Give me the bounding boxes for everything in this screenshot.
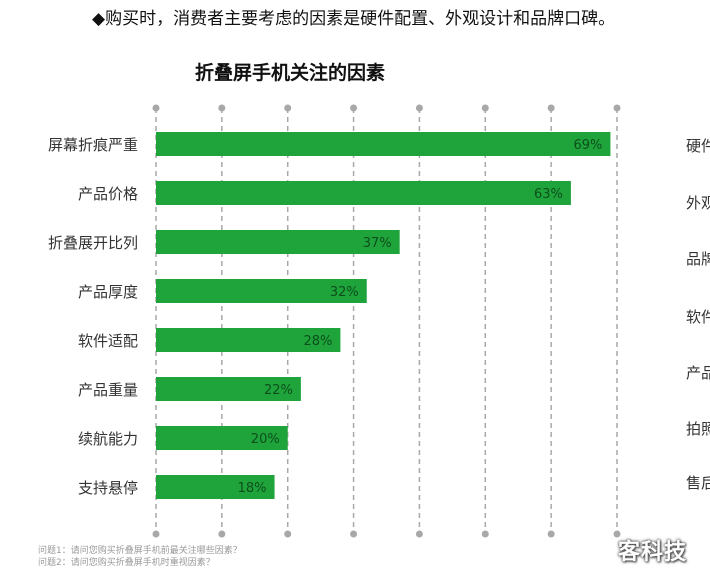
grid-dot	[218, 104, 226, 112]
grid-dot	[481, 530, 489, 538]
right-label: 产品	[686, 364, 710, 382]
category-label: 折叠展开比列	[48, 234, 138, 252]
category-label: 续航能力	[78, 430, 138, 448]
data-label: 63%	[534, 187, 563, 202]
data-label: 20%	[251, 432, 280, 447]
data-label: 32%	[330, 285, 359, 300]
right-label: 拍照	[686, 420, 710, 438]
chart-title: 折叠屏手机关注的因素	[194, 62, 385, 84]
right-label: 售后	[686, 474, 710, 492]
data-label: 28%	[303, 334, 332, 349]
right-label: 外观	[686, 194, 710, 212]
grid-dot	[218, 530, 226, 538]
grid-dot	[547, 530, 555, 538]
grid-dot	[284, 530, 292, 538]
headline: ◆购买时，消费者主要考虑的因素是硬件配置、外观设计和品牌口碑。	[92, 9, 616, 29]
grid-dot	[152, 530, 160, 538]
right-label: 软件	[686, 308, 710, 326]
category-label: 产品价格	[78, 185, 138, 203]
grid-dot	[350, 104, 358, 112]
notes: 问题1：请问您购买折叠屏手机前最关注哪些因素？ 问题2：请问您购买折叠屏手机时重…	[38, 545, 242, 569]
bar	[156, 279, 367, 303]
grid-dot	[613, 530, 621, 538]
data-label: 18%	[238, 481, 267, 496]
watermark: 客科技	[618, 540, 688, 565]
bar	[156, 328, 341, 352]
grid-dot	[547, 104, 555, 112]
grid-dot	[350, 530, 358, 538]
category-label: 支持悬停	[78, 479, 138, 497]
bar	[156, 475, 275, 499]
grid-dot	[152, 104, 160, 112]
category-label: 软件适配	[78, 332, 138, 350]
category-label: 屏幕折痕严重	[48, 136, 138, 154]
category-label: 产品厚度	[78, 283, 138, 301]
bar	[156, 426, 288, 450]
bar	[156, 377, 301, 401]
grid-dot	[415, 104, 423, 112]
right-label: 硬件	[686, 137, 710, 155]
category-label: 产品重量	[78, 381, 138, 399]
bar	[156, 132, 611, 156]
note-2: 问题2：请问您购买折叠屏手机时重视因素？	[38, 558, 215, 568]
data-label: 37%	[363, 236, 392, 251]
note-1: 问题1：请问您购买折叠屏手机前最关注哪些因素？	[38, 546, 242, 556]
right-label: 品牌	[686, 250, 710, 268]
data-label: 22%	[264, 383, 293, 398]
grid-dot	[613, 104, 621, 112]
grid-dot	[415, 530, 423, 538]
bar	[156, 230, 400, 254]
grid-dot	[481, 104, 489, 112]
bar	[156, 181, 571, 205]
data-label: 69%	[574, 138, 603, 153]
grid-dot	[284, 104, 292, 112]
